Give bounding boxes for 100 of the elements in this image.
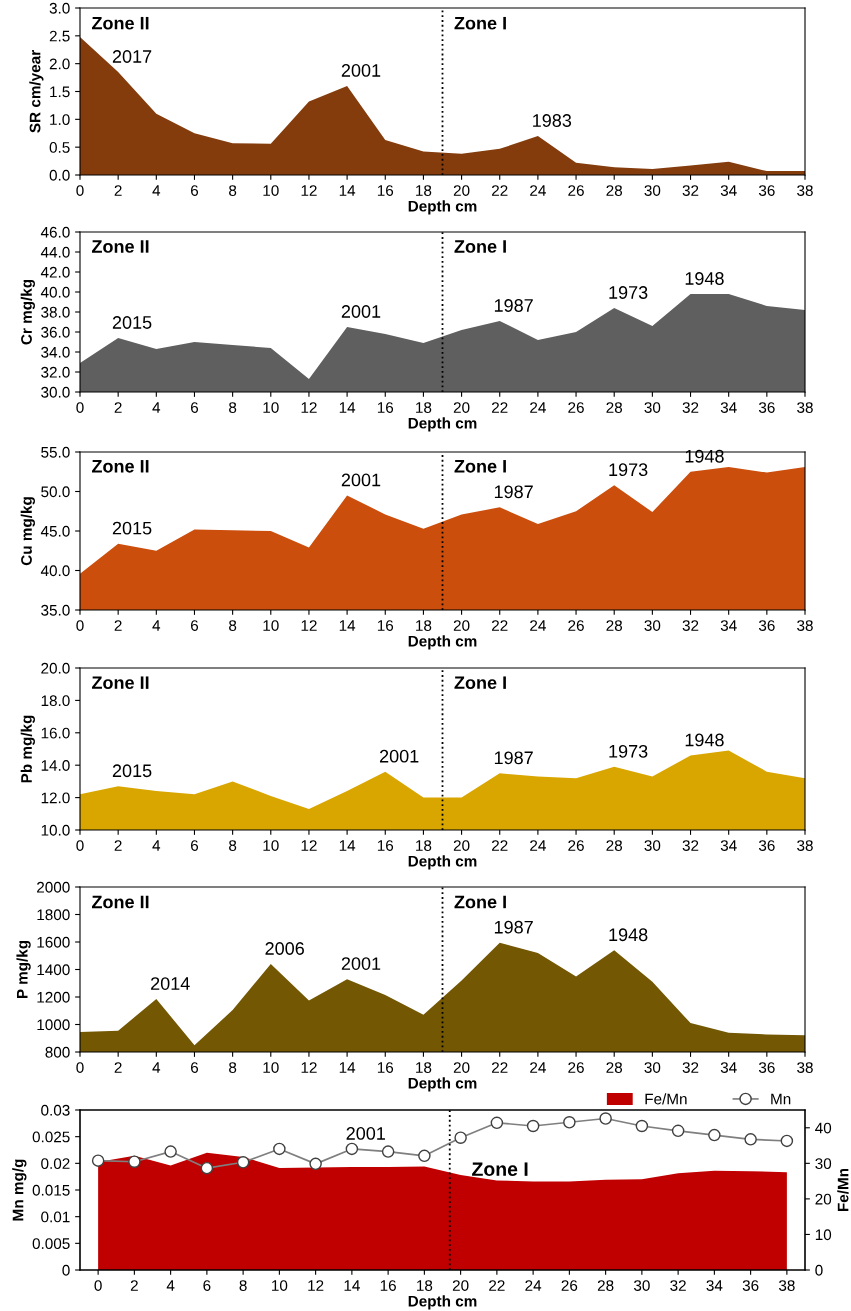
y-tick-label: 0 bbox=[62, 1264, 70, 1276]
y-tick-label: 42.0 bbox=[40, 266, 70, 278]
annotation: Zone I bbox=[454, 895, 506, 909]
x-tick-label: 34 bbox=[720, 620, 737, 631]
annotation: Zone II bbox=[91, 16, 149, 30]
annotation: Zone II bbox=[91, 460, 149, 473]
x-tick-label: 16 bbox=[380, 1280, 396, 1291]
x-tick-label: 2 bbox=[114, 185, 122, 196]
x-tick-label: 6 bbox=[191, 402, 199, 413]
annotation: 2001 bbox=[379, 749, 419, 763]
x-tick-label: 18 bbox=[416, 1062, 432, 1073]
x-tick-label: 4 bbox=[152, 1062, 161, 1073]
annotation: 2015 bbox=[112, 316, 152, 329]
x-tick-label: 12 bbox=[301, 402, 317, 413]
x-tick-label: 26 bbox=[568, 1062, 584, 1073]
x-tick-label: 38 bbox=[778, 1280, 795, 1291]
x-tick-label: 26 bbox=[561, 1280, 578, 1291]
x-tick-label: 38 bbox=[797, 402, 813, 413]
y-axis-title: Cu mg/kg bbox=[20, 497, 35, 566]
y-tick-label: 2000 bbox=[37, 881, 70, 893]
y-tick-label: 18.0 bbox=[41, 695, 70, 707]
x-tick-label: 30 bbox=[644, 620, 661, 631]
annotation: 2015 bbox=[112, 764, 152, 778]
x-tick-label: 26 bbox=[568, 185, 584, 196]
annotation: 1948 bbox=[685, 272, 724, 285]
y-tick-label: 800 bbox=[45, 1046, 70, 1058]
x-tick-label: 36 bbox=[758, 620, 775, 631]
x-tick-label: 4 bbox=[152, 185, 161, 196]
x-tick-label: 14 bbox=[344, 1280, 360, 1291]
x-tick-label: 12 bbox=[301, 1062, 317, 1073]
y-tick-label: 0.01 bbox=[41, 1211, 70, 1223]
annotation: 2006 bbox=[265, 942, 304, 955]
x-tick-label: 14 bbox=[339, 402, 356, 413]
annotation: 2001 bbox=[346, 1127, 385, 1140]
x-tick-label: 18 bbox=[416, 402, 432, 413]
annotation: 1973 bbox=[609, 286, 648, 299]
x-tick-label: 30 bbox=[644, 185, 661, 196]
y-tick-label: 12.0 bbox=[41, 792, 70, 804]
x-tick-label: 16 bbox=[377, 185, 394, 196]
x-tick-label: 0 bbox=[76, 620, 84, 631]
x-tick-label: 16 bbox=[377, 1062, 394, 1073]
x-tick-label: 24 bbox=[530, 1062, 546, 1073]
x-tick-label: 18 bbox=[416, 185, 432, 196]
y-tick-label: 10.0 bbox=[41, 824, 70, 836]
y-tick-label: 30.0 bbox=[41, 386, 70, 398]
x-tick-label: 26 bbox=[568, 402, 584, 413]
x-tick-label: 4 bbox=[166, 1280, 175, 1291]
x-tick-label: 2 bbox=[114, 402, 122, 413]
x-tick-label: 0 bbox=[94, 1280, 102, 1291]
annotation: 2015 bbox=[112, 521, 152, 535]
annotation: 2001 bbox=[341, 305, 381, 318]
y-tick-label: 35.0 bbox=[41, 604, 70, 616]
y-tick-label: 0.03 bbox=[41, 1104, 70, 1116]
x-tick-label: 34 bbox=[720, 402, 737, 413]
y2-axis-title: Fe/Mn bbox=[837, 1168, 849, 1212]
x-tick-label: 12 bbox=[301, 840, 317, 851]
x-tick-label: 26 bbox=[568, 840, 584, 851]
x-tick-label: 6 bbox=[191, 1062, 199, 1073]
x-tick-label: 20 bbox=[453, 402, 470, 413]
annotation: Zone I bbox=[472, 1162, 528, 1177]
x-tick-label: 24 bbox=[530, 402, 546, 413]
x-tick-label: 12 bbox=[308, 1280, 324, 1291]
annotation: 2001 bbox=[341, 64, 381, 77]
y-axis-title: Mn mg/g bbox=[12, 1159, 27, 1221]
x-tick-label: 4 bbox=[152, 402, 161, 413]
x-tick-label: 2 bbox=[114, 1062, 122, 1073]
legend-label: Mn bbox=[771, 1093, 791, 1105]
x-tick-label: 18 bbox=[417, 1280, 433, 1291]
x-tick-label: 22 bbox=[492, 840, 508, 851]
x-tick-label: 6 bbox=[203, 1280, 211, 1291]
x-tick-label: 36 bbox=[758, 402, 775, 413]
y-tick-label: 0.025 bbox=[32, 1131, 70, 1143]
x-tick-label: 8 bbox=[229, 402, 237, 413]
y-tick-label: 16.0 bbox=[41, 727, 70, 739]
x-tick-label: 24 bbox=[525, 1280, 542, 1291]
x-tick-label: 32 bbox=[682, 840, 699, 851]
y-tick-label: 1800 bbox=[37, 909, 70, 921]
x-axis-title: Depth cm bbox=[408, 1077, 477, 1092]
y-tick-label: 2.5 bbox=[49, 30, 70, 42]
x-tick-label: 14 bbox=[339, 620, 356, 631]
x-tick-label: 8 bbox=[239, 1280, 247, 1291]
x-tick-label: 30 bbox=[633, 1280, 650, 1291]
annotation: 2001 bbox=[341, 957, 381, 970]
y-tick-label: 55.0 bbox=[41, 446, 70, 458]
x-tick-label: 28 bbox=[606, 402, 623, 413]
y-tick-label: 1000 bbox=[37, 1019, 70, 1031]
y-tick-label: 45.0 bbox=[40, 525, 70, 537]
x-axis-title: Depth cm bbox=[408, 855, 477, 870]
x-tick-label: 38 bbox=[797, 185, 813, 196]
y2-tick-label: 40 bbox=[815, 1122, 832, 1134]
x-tick-label: 38 bbox=[797, 620, 813, 631]
y2-tick-label: 30 bbox=[815, 1158, 832, 1170]
x-tick-label: 6 bbox=[191, 185, 199, 196]
x-tick-label: 18 bbox=[416, 840, 432, 851]
annotation: 1983 bbox=[533, 114, 572, 127]
x-tick-label: 30 bbox=[644, 1062, 661, 1073]
x-tick-label: 10 bbox=[263, 840, 279, 851]
y-tick-label: 1.0 bbox=[50, 114, 70, 126]
x-tick-label: 24 bbox=[530, 185, 546, 196]
annotation: Zone I bbox=[454, 240, 506, 253]
